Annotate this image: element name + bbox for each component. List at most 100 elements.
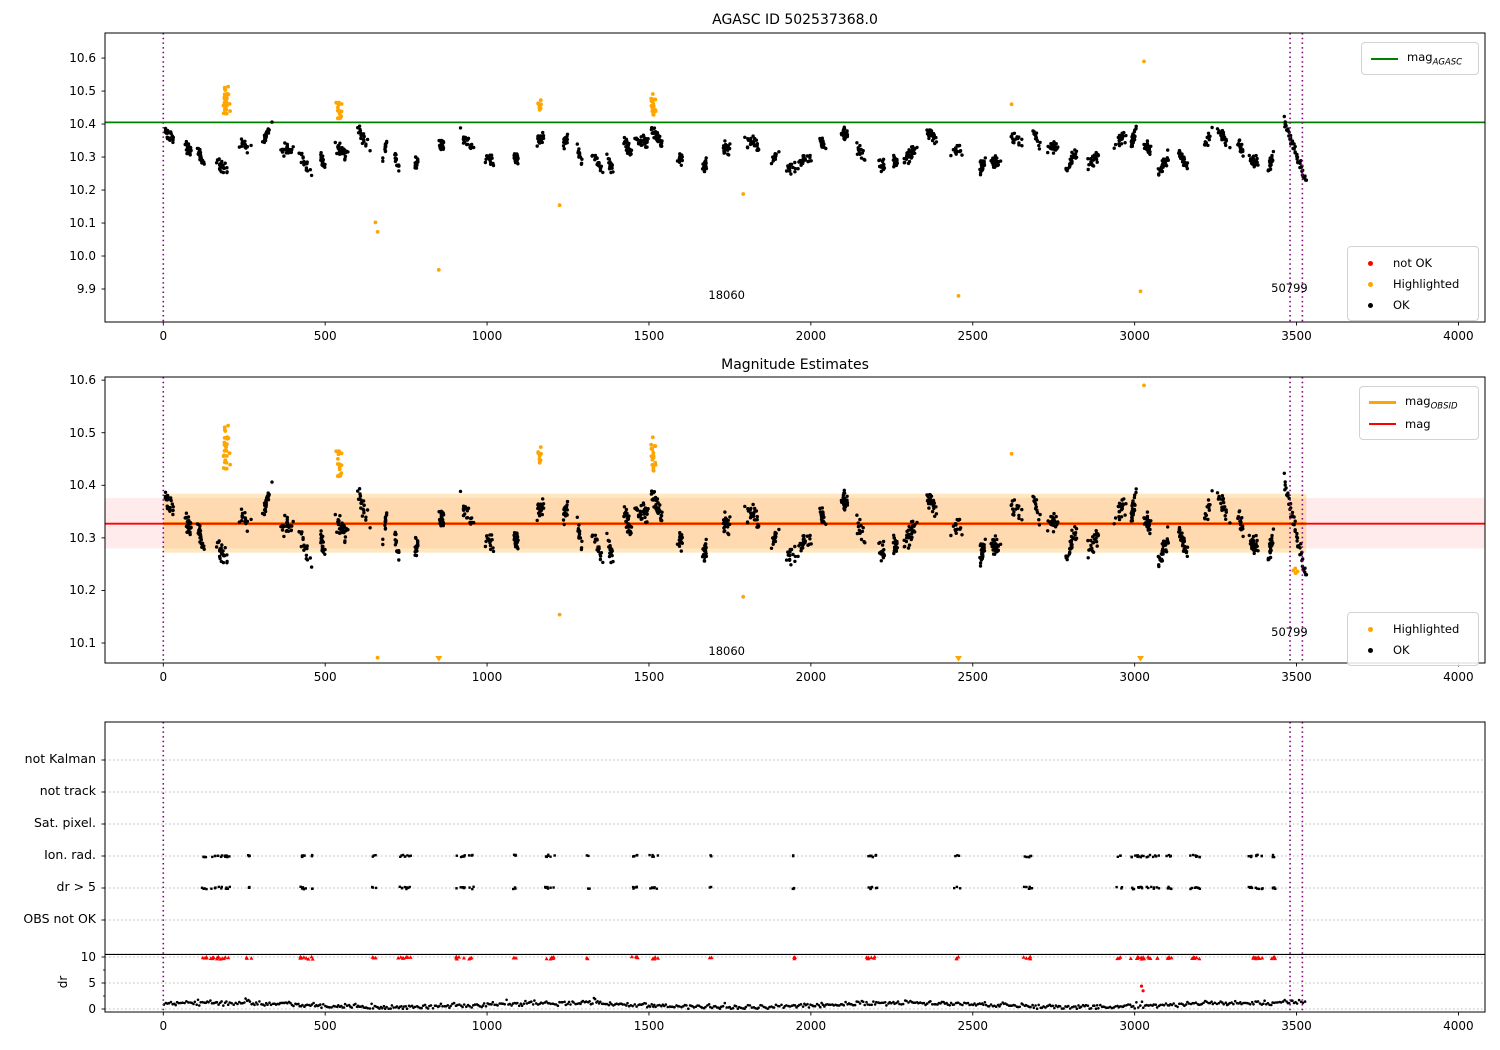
legend-item-mag-obsid: magOBSID [1369, 392, 1469, 413]
legend-item-highlighted: Highlighted [1357, 273, 1469, 294]
x-tick-label: 2000 [795, 329, 827, 343]
x-tick-label: 3500 [1281, 670, 1312, 684]
obsid-annotation-50799-top: 50799 [1271, 280, 1308, 295]
x-tick-label: 1000 [471, 1019, 503, 1033]
x-tick-label: 500 [313, 1019, 337, 1033]
x-tick-label: 3500 [1281, 329, 1312, 343]
ok-dot-icon [1357, 640, 1384, 659]
x-tick-label: 1000 [471, 670, 503, 684]
y-tick-label: 10.4 [69, 478, 96, 493]
y-tick-label: 10.3 [69, 150, 96, 165]
flag-points [200, 853, 1277, 961]
mag-agasc-line-swatch [1371, 57, 1398, 60]
x-tick-label: 500 [313, 670, 337, 684]
x-tick-label: 0 [159, 670, 168, 684]
ok-points-middle [163, 471, 1309, 577]
x-tick-label: 2500 [957, 1019, 989, 1033]
not-ok-dot-icon [1357, 253, 1384, 272]
mag-line-swatch [1369, 422, 1396, 425]
y-tick-label: 10.1 [69, 636, 96, 651]
plot3-area [105, 722, 1485, 1012]
legend-label-mag-agasc: magAGASC [1407, 49, 1463, 68]
x-tick-label: 2500 [957, 670, 989, 684]
plot1-frame [104, 32, 1486, 323]
legend-label-mag-obsid: magOBSID [1405, 393, 1458, 412]
plot2-title: Magnitude Estimates [721, 357, 869, 373]
dr-tick-label: 0 [88, 1002, 96, 1016]
x-tick-label: 3000 [1119, 670, 1150, 684]
plot2-frame [104, 376, 1486, 664]
legend-markers-top: not OK Highlighted OK [1347, 246, 1479, 321]
flag-row-label: not Kalman [24, 751, 96, 766]
legend-item-not-ok: not OK [1357, 252, 1469, 273]
obsid-annotation-50799-mid: 50799 [1271, 625, 1308, 640]
legend-label-ok: OK [1393, 297, 1410, 312]
x-tick-label: 0 [159, 329, 168, 343]
y-tick-label: 10.1 [69, 216, 96, 231]
y-tick-label: 10.0 [69, 249, 96, 264]
y-tick-label: 10.2 [69, 583, 96, 598]
y-tick-label: 10.6 [69, 51, 96, 66]
obsid-annotation-18060-mid: 18060 [708, 643, 745, 658]
ok-dot-icon [1357, 295, 1384, 314]
x-tick-label: 1500 [633, 329, 665, 343]
y-tick-label: 10.4 [69, 117, 96, 132]
flag-row-label: OBS not OK [23, 911, 96, 926]
clipped-low-marker [1136, 656, 1144, 662]
plot1-title: AGASC ID 502537368.0 [712, 12, 878, 28]
legend-mag-lines: magOBSID mag [1359, 386, 1479, 440]
x-tick-label: 4000 [1443, 670, 1474, 684]
y-tick-label: 10.3 [69, 530, 96, 545]
x-tick-label: 4000 [1443, 1019, 1474, 1033]
legend-label-highlighted-2: Highlighted [1393, 621, 1460, 636]
legend-markers-middle: Highlighted OK [1347, 612, 1479, 666]
legend-item-mag: mag [1369, 413, 1469, 434]
plot1-area [105, 33, 1485, 322]
x-tick-label: 1500 [633, 670, 665, 684]
y-tick-label: 9.9 [76, 282, 96, 296]
x-tick-label: 3500 [1281, 1019, 1312, 1033]
highlighted-dot-icon [1357, 274, 1384, 293]
not-ok-dr-points [1139, 984, 1145, 993]
flag-row-label: Sat. pixel. [34, 815, 96, 830]
y-tick-label: 10.5 [69, 84, 96, 99]
x-tick-label: 2000 [795, 670, 827, 684]
y-tick-label: 10.2 [69, 183, 96, 198]
dr-trace-points [162, 996, 1307, 1010]
dr-tick-label: 5 [88, 976, 96, 990]
x-tick-label: 500 [313, 329, 337, 343]
x-tick-label: 2000 [795, 1019, 827, 1033]
clipped-low-marker [435, 656, 443, 662]
flag-row-label: Ion. rad. [44, 847, 96, 862]
legend-label-ok-2: OK [1393, 642, 1410, 657]
dr-tick-label: 10 [80, 950, 96, 964]
obsid-annotation-18060-top: 18060 [708, 288, 745, 303]
mag-obsid-line-swatch [1369, 400, 1396, 405]
legend-item-highlighted-2: Highlighted [1357, 618, 1469, 639]
legend-item-mag-agasc: magAGASC [1371, 48, 1469, 69]
x-tick-label: 3000 [1119, 1019, 1150, 1033]
legend-label-not-ok: not OK [1393, 255, 1433, 270]
x-tick-label: 1000 [471, 329, 503, 343]
legend-mag-agasc: magAGASC [1361, 42, 1479, 75]
legend-item-ok-2: OK [1357, 639, 1469, 660]
legend-label-mag: mag [1405, 416, 1431, 431]
legend-label-highlighted: Highlighted [1393, 276, 1460, 291]
flag-row-label: not track [39, 783, 96, 798]
highlighted-dot-icon [1357, 619, 1384, 638]
flag-row-label: dr > 5 [56, 879, 96, 894]
y-tick-label: 10.6 [69, 373, 96, 388]
highlighted-points-middle [221, 383, 1300, 662]
plot2-area [105, 377, 1485, 663]
x-tick-label: 2500 [957, 329, 989, 343]
plot3-frame [104, 721, 1486, 1013]
x-tick-label: 1500 [633, 1019, 665, 1033]
ok-points-top [163, 114, 1309, 182]
x-tick-label: 0 [159, 1019, 168, 1033]
x-tick-label: 3000 [1119, 329, 1150, 343]
highlighted-points-top [221, 59, 1146, 298]
clipped-low-marker [955, 656, 963, 662]
legend-item-ok: OK [1357, 294, 1469, 315]
